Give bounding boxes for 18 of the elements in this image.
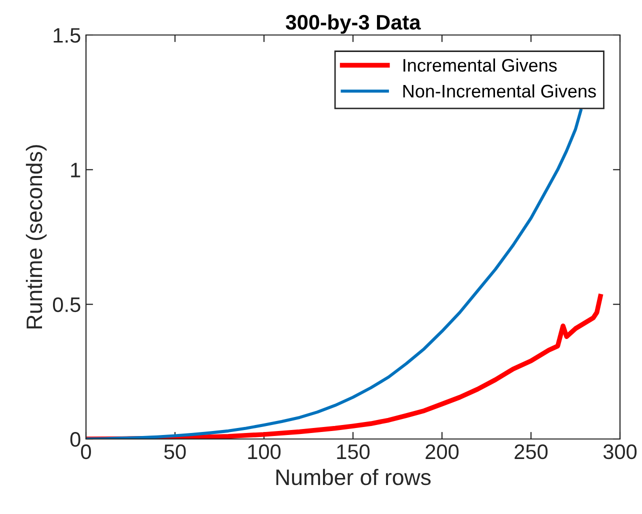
- y-axis-title: Runtime (seconds): [26, 145, 47, 328]
- legend-label: Incremental Givens: [404, 58, 557, 72]
- x-tick-label: 150: [337, 444, 370, 460]
- y-tick-label: 1.5: [54, 28, 80, 43]
- x-tick-label: 0: [81, 444, 91, 460]
- y-tick-label: 0.5: [52, 297, 80, 312]
- x-tick-label: 50: [164, 444, 186, 460]
- legend-label: Non-Incremental Givens: [403, 84, 596, 98]
- x-tick-label: 200: [426, 444, 459, 460]
- y-tick-label: 1: [71, 162, 80, 178]
- y-tick-label: 0: [70, 432, 80, 447]
- line-series: [86, 108, 582, 439]
- x-tick-label: 250: [514, 444, 548, 460]
- line-series: [86, 294, 603, 439]
- x-axis-title: Number of rows: [276, 468, 431, 486]
- chart-title: 300-by-3 Data: [286, 14, 421, 34]
- x-tick-label: 300: [603, 444, 637, 460]
- x-tick-label: 100: [248, 444, 281, 460]
